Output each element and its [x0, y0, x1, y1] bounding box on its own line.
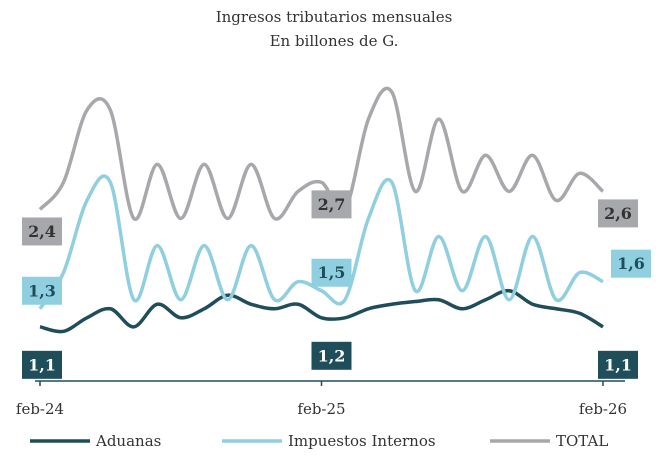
legend-label: Impuestos Internos	[288, 432, 436, 450]
value-label: 2,7	[318, 195, 346, 214]
x-tick-label: feb-26	[579, 400, 627, 418]
value-label: 1,5	[318, 263, 346, 282]
legend-label: TOTAL	[556, 432, 608, 450]
x-tick-label: feb-24	[16, 400, 64, 418]
legend-label: Aduanas	[95, 432, 161, 450]
chart-subtitle: En billones de G.	[270, 32, 399, 50]
value-label: 2,4	[28, 222, 56, 241]
value-label: 1,6	[617, 254, 645, 273]
chart-title: Ingresos tributarios mensuales	[216, 8, 453, 26]
chart: Ingresos tributarios mensuales En billon…	[0, 0, 668, 461]
value-label: 1,2	[318, 346, 346, 365]
value-label: 1,3	[28, 281, 56, 300]
value-label: 1,1	[28, 355, 56, 374]
value-label: 1,1	[604, 355, 632, 374]
value-label: 2,6	[604, 204, 632, 223]
x-tick-label: feb-25	[297, 400, 345, 418]
series-line	[40, 291, 603, 332]
